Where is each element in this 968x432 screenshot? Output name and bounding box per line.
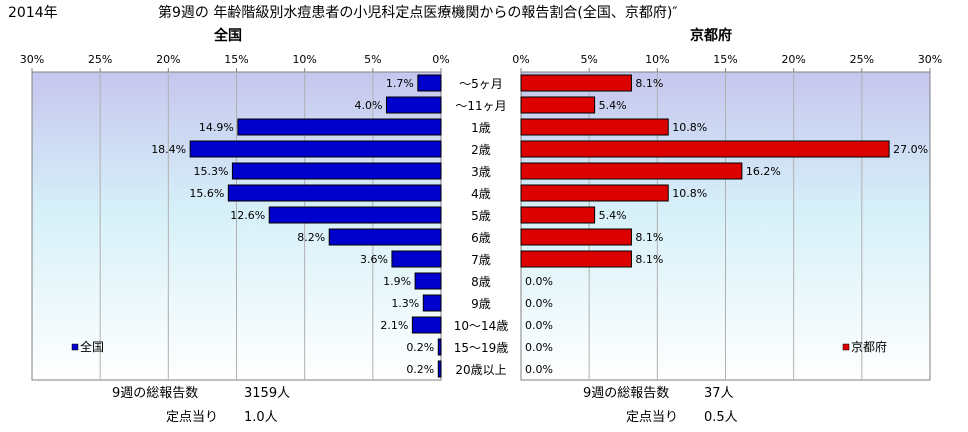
national-per-label: 定点当り bbox=[166, 410, 219, 425]
kyoto-tick-label: 10% bbox=[645, 53, 669, 66]
kyoto-bar bbox=[520, 228, 632, 246]
national-tick-label: 10% bbox=[292, 53, 316, 66]
national-data-label: 1.3% bbox=[391, 297, 419, 310]
national-data-label: 0.2% bbox=[406, 341, 434, 354]
national-data-label: 4.0% bbox=[355, 99, 383, 112]
kyoto-bar bbox=[520, 118, 669, 136]
category-label: 10～14歳 bbox=[454, 319, 509, 333]
kyoto-bar bbox=[520, 140, 890, 158]
national-panel-title: 全国 bbox=[214, 28, 242, 44]
kyoto-tick-label: 5% bbox=[580, 53, 597, 66]
kyoto-data-label: 5.4% bbox=[599, 99, 627, 112]
national-panel: 30% 25% 20% 15% 10% 5% 0% 1.7%4.0% 14.9% 18.4% 15.… bbox=[20, 53, 450, 381]
kyoto-total-value: 37人 bbox=[704, 386, 734, 401]
kyoto-bar bbox=[520, 250, 632, 268]
national-tick-label: 15% bbox=[224, 53, 248, 66]
kyoto-data-label: 16.2% bbox=[746, 165, 781, 178]
national-tick-label: 20% bbox=[156, 53, 180, 66]
category-labels: ～5ヶ月 ～11ヶ月 1歳 2歳 3歳 4歳 5歳 6歳 7歳 8歳 9歳 10～14歳 15～19歳 2… bbox=[454, 77, 509, 377]
national-bar bbox=[328, 228, 442, 246]
national-data-label: 8.2% bbox=[297, 231, 325, 244]
national-bar bbox=[189, 140, 442, 158]
chart-title: 第9週の 年齢階級別水痘患者の小児科定点医療機関からの報告割合(全国、京都府)″ bbox=[158, 5, 678, 21]
national-bar bbox=[385, 96, 442, 114]
category-label: 2歳 bbox=[471, 143, 491, 157]
kyoto-data-label: 10.8% bbox=[672, 187, 707, 200]
kyoto-data-label: 5.4% bbox=[599, 209, 627, 222]
category-label: 3歳 bbox=[471, 165, 491, 179]
category-label: 6歳 bbox=[471, 231, 491, 245]
kyoto-panel: 0% 5% 10% 15% 20% 25% 30% 8.1% 5.4% 10.8% 27.0% 16.… bbox=[512, 53, 942, 381]
category-label: 7歳 bbox=[471, 253, 491, 267]
national-bar bbox=[411, 316, 442, 334]
national-data-label: 14.9% bbox=[199, 121, 234, 134]
national-bar bbox=[231, 162, 442, 180]
category-label: ～11ヶ月 bbox=[455, 99, 506, 113]
kyoto-tick-label: 15% bbox=[713, 53, 737, 66]
category-label: 9歳 bbox=[471, 297, 491, 311]
national-data-label: 18.4% bbox=[151, 143, 186, 156]
kyoto-legend-swatch bbox=[842, 343, 850, 351]
national-data-label: 3.6% bbox=[360, 253, 388, 266]
kyoto-data-label: 10.8% bbox=[672, 121, 707, 134]
kyoto-data-label: 8.1% bbox=[635, 77, 663, 90]
national-bar bbox=[268, 206, 442, 224]
category-label: 4歳 bbox=[471, 187, 491, 201]
kyoto-per-value: 0.5人 bbox=[704, 410, 738, 425]
kyoto-bar bbox=[520, 206, 596, 224]
kyoto-bar bbox=[520, 74, 632, 92]
national-data-label: 0.2% bbox=[406, 363, 434, 376]
national-bar bbox=[414, 272, 442, 290]
national-bar bbox=[437, 338, 442, 356]
kyoto-legend-label: 京都府 bbox=[851, 339, 887, 354]
kyoto-data-label: 0.0% bbox=[525, 363, 553, 376]
category-label: ～5ヶ月 bbox=[459, 77, 503, 91]
category-label: 5歳 bbox=[471, 209, 491, 223]
national-tick-label: 25% bbox=[88, 53, 112, 66]
national-total-label: 9週の総報告数 bbox=[112, 386, 199, 401]
kyoto-data-label: 27.0% bbox=[893, 143, 928, 156]
national-data-label: 12.6% bbox=[230, 209, 265, 222]
kyoto-data-label: 0.0% bbox=[525, 275, 553, 288]
national-bar bbox=[227, 184, 442, 202]
national-bar bbox=[237, 118, 442, 136]
kyoto-total-label: 9週の総報告数 bbox=[583, 386, 670, 401]
national-bar bbox=[417, 74, 442, 92]
kyoto-tick-label: 30% bbox=[918, 53, 942, 66]
kyoto-data-label: 0.0% bbox=[525, 297, 553, 310]
kyoto-bar bbox=[520, 96, 596, 114]
category-label: 20歳以上 bbox=[455, 363, 506, 377]
kyoto-data-label: 0.0% bbox=[525, 341, 553, 354]
category-label: 8歳 bbox=[471, 275, 491, 289]
national-legend-swatch bbox=[71, 343, 79, 351]
national-data-label: 15.6% bbox=[189, 187, 224, 200]
national-data-label: 1.7% bbox=[386, 77, 414, 90]
kyoto-bar bbox=[520, 162, 743, 180]
kyoto-per-label: 定点当り bbox=[626, 410, 679, 425]
national-bar bbox=[422, 294, 442, 312]
national-tick-label: 0% bbox=[432, 53, 449, 66]
national-total-value: 3159人 bbox=[244, 386, 291, 401]
national-data-label: 2.1% bbox=[380, 319, 408, 332]
kyoto-tick-label: 0% bbox=[512, 53, 529, 66]
kyoto-tick-label: 20% bbox=[781, 53, 805, 66]
kyoto-panel-title: 京都府 bbox=[690, 28, 732, 44]
category-label: 15～19歳 bbox=[454, 341, 509, 355]
kyoto-data-label: 8.1% bbox=[635, 253, 663, 266]
kyoto-bar bbox=[520, 184, 669, 202]
national-legend-label: 全国 bbox=[80, 339, 104, 354]
national-data-label: 15.3% bbox=[193, 165, 228, 178]
national-bar bbox=[391, 250, 442, 268]
kyoto-data-label: 0.0% bbox=[525, 319, 553, 332]
year-label: 2014年 bbox=[8, 5, 58, 21]
national-data-label: 1.9% bbox=[383, 275, 411, 288]
national-tick-label: 5% bbox=[364, 53, 381, 66]
kyoto-tick-label: 25% bbox=[850, 53, 874, 66]
national-bar bbox=[437, 360, 442, 378]
national-tick-label: 30% bbox=[20, 53, 44, 66]
kyoto-data-label: 8.1% bbox=[635, 231, 663, 244]
category-label: 1歳 bbox=[471, 121, 491, 135]
national-per-value: 1.0人 bbox=[244, 410, 278, 425]
